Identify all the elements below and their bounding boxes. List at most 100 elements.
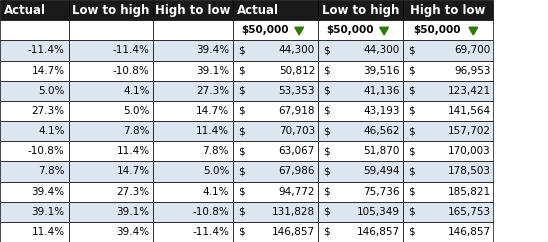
- Text: 53,353: 53,353: [278, 86, 315, 96]
- FancyBboxPatch shape: [68, 222, 153, 242]
- FancyBboxPatch shape: [318, 121, 403, 141]
- Text: $: $: [408, 166, 415, 176]
- FancyBboxPatch shape: [233, 81, 318, 101]
- Text: 185,821: 185,821: [447, 187, 490, 197]
- FancyBboxPatch shape: [0, 20, 68, 40]
- FancyBboxPatch shape: [318, 141, 403, 161]
- Text: 50,812: 50,812: [279, 66, 315, 76]
- FancyBboxPatch shape: [0, 0, 68, 20]
- Text: 39.4%: 39.4%: [117, 227, 150, 237]
- FancyBboxPatch shape: [0, 202, 68, 222]
- Text: $: $: [238, 126, 245, 136]
- Polygon shape: [380, 27, 389, 35]
- Text: $: $: [323, 146, 330, 156]
- FancyBboxPatch shape: [0, 121, 68, 141]
- Text: 4.1%: 4.1%: [38, 126, 65, 136]
- FancyBboxPatch shape: [318, 20, 403, 40]
- FancyBboxPatch shape: [0, 222, 68, 242]
- FancyBboxPatch shape: [318, 60, 403, 81]
- Text: 157,702: 157,702: [448, 126, 490, 136]
- FancyBboxPatch shape: [403, 20, 493, 40]
- FancyBboxPatch shape: [0, 101, 68, 121]
- Text: -11.4%: -11.4%: [113, 45, 150, 55]
- FancyBboxPatch shape: [68, 121, 153, 141]
- Text: 39.4%: 39.4%: [32, 187, 65, 197]
- Text: $: $: [238, 166, 245, 176]
- FancyBboxPatch shape: [403, 101, 493, 121]
- FancyBboxPatch shape: [153, 121, 233, 141]
- Text: 39,516: 39,516: [363, 66, 400, 76]
- FancyBboxPatch shape: [68, 20, 153, 40]
- Text: 11.4%: 11.4%: [117, 146, 150, 156]
- FancyBboxPatch shape: [153, 222, 233, 242]
- FancyBboxPatch shape: [318, 101, 403, 121]
- Text: 11.4%: 11.4%: [32, 227, 65, 237]
- FancyBboxPatch shape: [153, 20, 233, 40]
- Text: 39.1%: 39.1%: [196, 66, 229, 76]
- Text: $: $: [238, 106, 245, 116]
- FancyBboxPatch shape: [233, 182, 318, 202]
- FancyBboxPatch shape: [403, 202, 493, 222]
- FancyBboxPatch shape: [153, 202, 233, 222]
- Text: -11.4%: -11.4%: [28, 45, 65, 55]
- Text: $: $: [323, 106, 330, 116]
- Text: 165,753: 165,753: [447, 207, 490, 217]
- FancyBboxPatch shape: [0, 60, 68, 81]
- FancyBboxPatch shape: [403, 182, 493, 202]
- Text: $: $: [323, 227, 330, 237]
- FancyBboxPatch shape: [233, 202, 318, 222]
- Text: $: $: [238, 227, 245, 237]
- Text: High to low: High to low: [410, 4, 486, 17]
- Text: 69,700: 69,700: [454, 45, 490, 55]
- Text: $: $: [408, 45, 415, 55]
- Text: 105,349: 105,349: [357, 207, 400, 217]
- FancyBboxPatch shape: [68, 40, 153, 60]
- Text: $: $: [408, 187, 415, 197]
- Text: $: $: [323, 86, 330, 96]
- FancyBboxPatch shape: [68, 141, 153, 161]
- Text: 39.4%: 39.4%: [196, 45, 229, 55]
- Text: 43,193: 43,193: [363, 106, 400, 116]
- FancyBboxPatch shape: [0, 141, 68, 161]
- Text: $50,000: $50,000: [327, 25, 374, 35]
- Text: 94,772: 94,772: [278, 187, 315, 197]
- Text: 11.4%: 11.4%: [196, 126, 229, 136]
- FancyBboxPatch shape: [68, 81, 153, 101]
- Text: 4.1%: 4.1%: [203, 187, 229, 197]
- Text: 146,857: 146,857: [272, 227, 315, 237]
- Text: $: $: [238, 45, 245, 55]
- FancyBboxPatch shape: [233, 60, 318, 81]
- FancyBboxPatch shape: [403, 121, 493, 141]
- Text: Actual: Actual: [237, 4, 279, 17]
- Text: -10.8%: -10.8%: [113, 66, 150, 76]
- FancyBboxPatch shape: [318, 40, 403, 60]
- Text: $: $: [238, 66, 245, 76]
- Text: 39.1%: 39.1%: [32, 207, 65, 217]
- Text: $50,000: $50,000: [242, 25, 289, 35]
- Text: $: $: [238, 207, 245, 217]
- Text: $: $: [408, 207, 415, 217]
- Text: 41,136: 41,136: [363, 86, 400, 96]
- FancyBboxPatch shape: [403, 141, 493, 161]
- Text: 44,300: 44,300: [364, 45, 400, 55]
- Text: 7.8%: 7.8%: [123, 126, 150, 136]
- FancyBboxPatch shape: [233, 161, 318, 182]
- FancyBboxPatch shape: [318, 161, 403, 182]
- Text: $: $: [323, 66, 330, 76]
- FancyBboxPatch shape: [153, 141, 233, 161]
- FancyBboxPatch shape: [153, 101, 233, 121]
- FancyBboxPatch shape: [403, 60, 493, 81]
- Text: 7.8%: 7.8%: [203, 146, 229, 156]
- Text: 4.1%: 4.1%: [123, 86, 150, 96]
- FancyBboxPatch shape: [153, 81, 233, 101]
- Text: $: $: [238, 86, 245, 96]
- Text: $: $: [323, 187, 330, 197]
- Text: Low to high: Low to high: [72, 4, 150, 17]
- FancyBboxPatch shape: [233, 222, 318, 242]
- FancyBboxPatch shape: [68, 161, 153, 182]
- Text: $50,000: $50,000: [413, 25, 461, 35]
- Text: 67,986: 67,986: [278, 166, 315, 176]
- Text: -10.8%: -10.8%: [192, 207, 229, 217]
- Text: 27.3%: 27.3%: [196, 86, 229, 96]
- Text: 5.0%: 5.0%: [123, 106, 150, 116]
